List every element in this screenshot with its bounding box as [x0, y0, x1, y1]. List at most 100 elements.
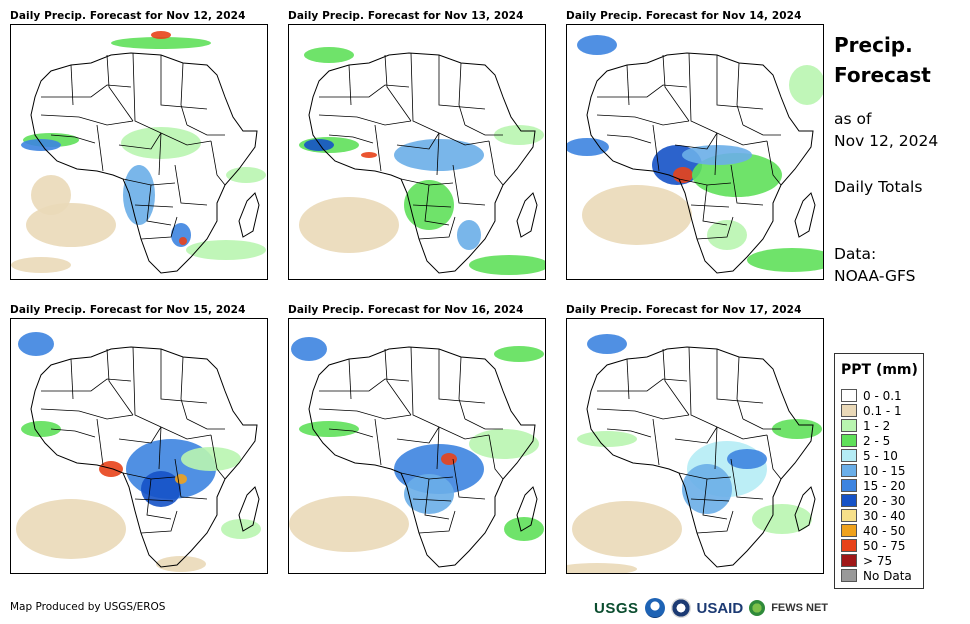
country-border	[606, 134, 652, 144]
country-border	[410, 346, 440, 428]
precip-field	[299, 47, 545, 275]
country-border	[396, 132, 440, 150]
legend-label: 0.1 - 1	[863, 403, 902, 418]
legend-label: 30 - 40	[863, 508, 906, 523]
country-border	[160, 349, 208, 404]
precip-area	[572, 501, 682, 557]
precip-area	[494, 125, 544, 145]
country-border	[41, 84, 132, 98]
panel-title: Daily Precip. Forecast for Nov 16, 2024	[288, 304, 524, 316]
country-border	[318, 114, 412, 126]
data-source: NOAA-GFS	[834, 267, 916, 285]
fews-net-logo: FEWS NET	[771, 602, 829, 614]
precip-area	[226, 167, 266, 183]
legend-item: 30 - 40	[841, 508, 906, 523]
legend-swatch	[841, 479, 857, 492]
panel-title: Daily Precip. Forecast for Nov 12, 2024	[10, 10, 246, 22]
country-border	[766, 434, 782, 480]
precip-field	[567, 334, 822, 573]
country-border	[174, 164, 208, 206]
country-border	[160, 132, 212, 146]
country-border	[716, 55, 764, 110]
legend-swatch	[841, 389, 857, 402]
precip-field	[567, 35, 823, 272]
country-border	[714, 426, 718, 470]
data-label: Data:	[834, 245, 877, 263]
precip-map	[10, 24, 268, 280]
country-border	[464, 124, 503, 136]
country-border	[328, 134, 374, 144]
precip-area	[469, 429, 539, 459]
forecast-panel-nov-16: Daily Precip. Forecast for Nov 16, 2024	[288, 304, 546, 574]
forecast-panel-nov-14: Daily Precip. Forecast for Nov 14, 2024	[566, 10, 824, 280]
fews-globe-icon	[749, 600, 766, 616]
legend-swatch	[841, 419, 857, 432]
country-border	[424, 184, 450, 226]
legend-swatch	[841, 539, 857, 552]
precip-area	[141, 471, 181, 507]
side-title: Precip. Forecast	[834, 30, 931, 90]
country-border	[50, 428, 96, 438]
legend-swatch	[841, 509, 857, 522]
legend-label: 10 - 15	[863, 463, 906, 478]
legend-swatch	[841, 569, 857, 582]
country-border	[436, 132, 440, 176]
precip-field	[289, 337, 544, 552]
precip-area	[121, 127, 201, 159]
forecast-panel-nov-13: Daily Precip. Forecast for Nov 13, 2024	[288, 10, 546, 280]
country-border	[40, 408, 134, 420]
precip-area	[21, 421, 61, 437]
country-border	[730, 164, 764, 206]
country-border	[436, 426, 440, 470]
legend-item: 0.1 - 1	[841, 403, 902, 418]
precip-area	[494, 346, 544, 362]
precip-area	[123, 165, 155, 225]
legend-label: 5 - 10	[863, 448, 898, 463]
country-border	[348, 358, 352, 400]
side-title-line1: Precip.	[834, 33, 913, 57]
precip-area	[186, 240, 266, 260]
usaid-logo: USAID	[696, 599, 744, 617]
forecast-panel-nov-17: Daily Precip. Forecast for Nov 17, 2024	[566, 304, 824, 574]
country-border	[597, 378, 688, 392]
madagascar-coastline	[516, 486, 538, 532]
legend-swatch	[841, 494, 857, 507]
country-border	[696, 510, 734, 534]
country-border	[702, 184, 728, 226]
country-border	[384, 348, 412, 416]
country-border	[70, 64, 74, 106]
totals-text: Daily Totals	[834, 178, 923, 196]
precip-area	[673, 167, 693, 183]
country-border	[160, 55, 208, 110]
precip-map	[566, 318, 824, 574]
country-border	[714, 132, 718, 176]
country-border	[412, 204, 452, 208]
precip-area	[457, 220, 481, 250]
country-border	[438, 132, 490, 146]
precip-area	[151, 31, 171, 39]
legend-label: 40 - 50	[863, 523, 906, 538]
panel-title: Daily Precip. Forecast for Nov 13, 2024	[288, 10, 524, 22]
precip-area	[181, 447, 241, 471]
country-border	[319, 378, 410, 392]
country-border	[134, 498, 174, 502]
precip-area	[404, 474, 454, 514]
country-border	[160, 426, 212, 440]
precip-area	[361, 152, 377, 158]
country-border	[438, 426, 490, 440]
legend-item: 20 - 30	[841, 493, 906, 508]
country-border	[458, 356, 466, 420]
partner-logos: USGS USAID FEWS NET	[594, 596, 828, 620]
country-border	[418, 216, 456, 240]
panel-title: Daily Precip. Forecast for Nov 15, 2024	[10, 304, 246, 316]
precip-field	[11, 31, 266, 273]
precip-area	[111, 37, 211, 49]
country-border	[742, 418, 781, 430]
country-border	[662, 348, 690, 416]
country-border	[438, 349, 486, 404]
precip-field	[16, 332, 261, 572]
precip-area	[304, 139, 334, 151]
legend-label: 50 - 75	[863, 538, 906, 553]
legend-label: 15 - 20	[863, 478, 906, 493]
